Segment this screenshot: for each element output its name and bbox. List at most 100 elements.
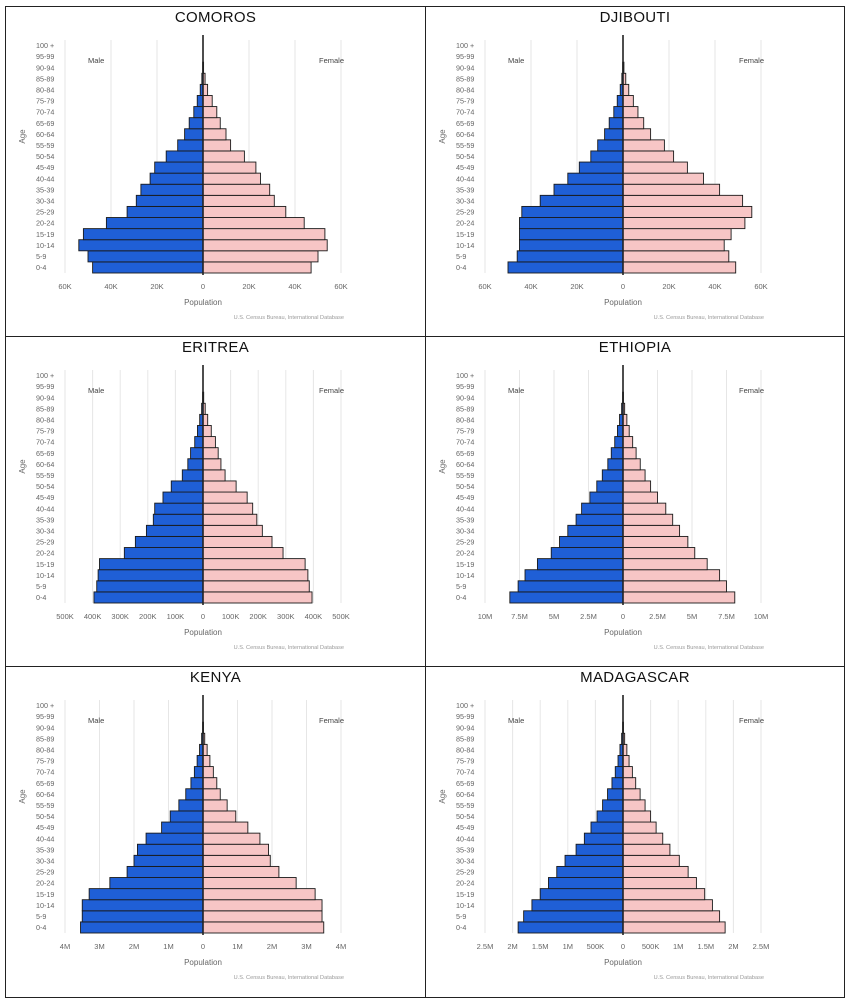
- age-tick-label: 10-14: [36, 571, 54, 580]
- age-tick-label: 60-64: [456, 130, 474, 139]
- x-tick-label: 10M: [478, 612, 493, 621]
- age-tick-label: 30-34: [36, 526, 54, 535]
- male-bar: [181, 469, 204, 482]
- male-bar: [539, 888, 624, 901]
- population-pyramid: 0-4 5-9 10-14 15-19 20-24 25-29 30-34 35-39 40-4…: [18, 695, 346, 981]
- male-bar: [87, 250, 204, 263]
- female-bar: [622, 106, 639, 119]
- age-tick-label: 100 +: [456, 701, 474, 710]
- age-tick-label: 50-54: [456, 482, 474, 491]
- male-bar: [590, 150, 624, 163]
- age-tick-label: 10-14: [456, 571, 474, 580]
- x-tick-label: 300K: [277, 612, 295, 621]
- x-tick-label: 7.5M: [511, 612, 528, 621]
- male-bar: [519, 228, 624, 241]
- female-bar: [622, 239, 725, 252]
- age-tick-label: 50-54: [456, 812, 474, 821]
- male-bar: [523, 910, 624, 923]
- chart-panel: DJIBOUTI 0-4 5-9 10-14 15-19 20-24 25-29 30-34…: [425, 6, 845, 337]
- female-bar: [202, 569, 309, 582]
- male-bar: [169, 810, 204, 823]
- age-tick-label: 20-24: [456, 879, 474, 888]
- male-bar: [531, 899, 624, 912]
- male-bar: [553, 183, 624, 196]
- male-bar: [92, 261, 204, 274]
- x-tick-label: 20K: [242, 282, 255, 291]
- age-tick-label: 5-9: [36, 912, 46, 921]
- male-bar: [583, 832, 624, 845]
- x-tick-label: 3M: [94, 942, 104, 951]
- female-bar: [622, 535, 689, 548]
- female-bar: [622, 183, 721, 196]
- source-credit: U.S. Census Bureau, International Databa…: [654, 975, 764, 981]
- age-tick-label: 35-39: [456, 845, 474, 854]
- x-tick-label: 2.5M: [580, 612, 597, 621]
- age-tick-label: 20-24: [456, 219, 474, 228]
- male-bar: [596, 810, 624, 823]
- male-bar: [559, 535, 624, 548]
- female-bar: [622, 547, 696, 560]
- female-bar: [202, 161, 257, 174]
- age-tick-label: 45-49: [456, 493, 474, 502]
- female-bar: [202, 469, 226, 482]
- male-bar: [96, 580, 204, 593]
- male-bar: [123, 547, 204, 560]
- male-bar: [607, 788, 624, 801]
- age-tick-label: 10-14: [456, 241, 474, 250]
- female-bar: [202, 117, 221, 130]
- female-bar: [202, 580, 310, 593]
- male-bar: [556, 865, 624, 878]
- age-tick-label: 70-74: [36, 438, 54, 447]
- age-tick-label: 65-69: [36, 119, 54, 128]
- age-tick-label: 20-24: [36, 219, 54, 228]
- male-bar: [196, 755, 204, 768]
- age-tick-label: 60-64: [456, 460, 474, 469]
- age-tick-label: 60-64: [456, 790, 474, 799]
- female-bar: [622, 425, 630, 438]
- female-bar: [622, 569, 721, 582]
- female-bar: [202, 843, 270, 856]
- age-tick-label: 0-4: [36, 923, 46, 932]
- female-bar: [622, 865, 689, 878]
- male-bar: [188, 117, 204, 130]
- x-tick-label: 0: [201, 282, 205, 291]
- age-tick-label: 90-94: [36, 63, 54, 72]
- x-tick-label: 4M: [60, 942, 70, 951]
- female-bar: [622, 854, 680, 867]
- x-tick-label: 1M: [673, 942, 683, 951]
- male-bar: [177, 139, 204, 152]
- age-tick-label: 75-79: [36, 427, 54, 436]
- x-tick-label: 100K: [167, 612, 185, 621]
- male-bar: [602, 799, 624, 812]
- chart-title: COMOROS: [174, 9, 257, 26]
- female-label: Female: [739, 716, 764, 725]
- female-bar: [622, 877, 697, 890]
- age-tick-label: 70-74: [456, 438, 474, 447]
- male-bar: [194, 436, 204, 449]
- female-bar: [622, 194, 744, 207]
- male-bar: [519, 217, 624, 230]
- age-tick-label: 0-4: [36, 593, 46, 602]
- male-label: Male: [508, 386, 524, 395]
- male-bar: [564, 854, 624, 867]
- source-credit: U.S. Census Bureau, International Databa…: [234, 645, 344, 651]
- male-bar: [607, 458, 624, 471]
- male-label: Male: [508, 716, 524, 725]
- female-bar: [202, 558, 306, 571]
- female-bar: [202, 194, 275, 207]
- age-tick-label: 75-79: [36, 97, 54, 106]
- x-tick-label: 1M: [563, 942, 573, 951]
- source-credit: U.S. Census Bureau, International Databa…: [654, 645, 764, 651]
- male-label: Male: [88, 716, 104, 725]
- age-tick-label: 85-89: [456, 734, 474, 743]
- age-tick-label: 90-94: [456, 393, 474, 402]
- female-bar: [622, 205, 753, 218]
- male-bar: [575, 513, 624, 526]
- age-tick-label: 65-69: [456, 449, 474, 458]
- male-bar: [185, 788, 204, 801]
- male-bar: [610, 447, 624, 460]
- male-bar: [567, 172, 624, 185]
- age-tick-label: 85-89: [36, 734, 54, 743]
- female-bar: [202, 128, 227, 141]
- age-tick-label: 70-74: [36, 108, 54, 117]
